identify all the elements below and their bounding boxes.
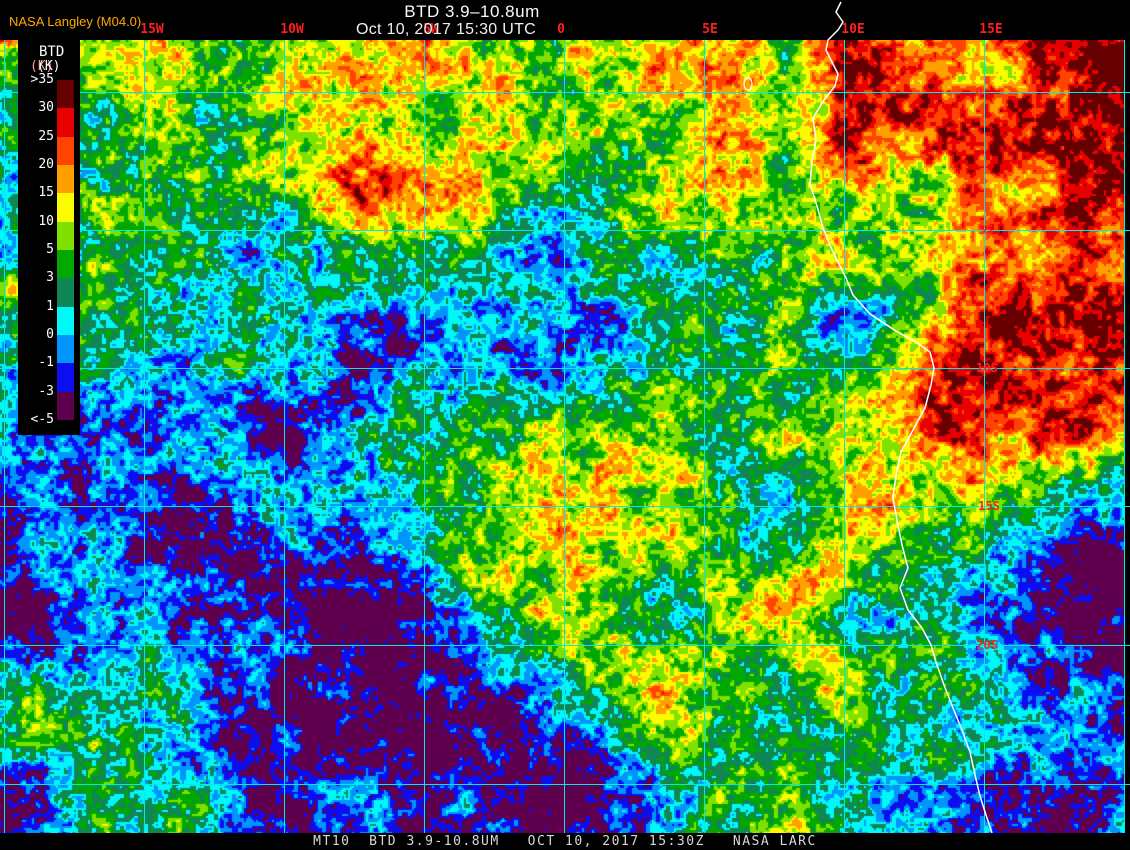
colorbar-swatch [57,221,74,250]
colorbar-label: 15 [38,185,54,201]
colorbar-label: 25 [38,128,54,144]
colorbar-swatch [57,306,74,335]
latitude-label: 15S [978,499,1000,513]
legend-units: (K) [37,59,61,74]
legend-title: BTD [39,44,65,60]
longitude-label: 10W [280,22,304,37]
source-label: NASA Langley (M04.0) [9,14,142,29]
longitude-label: 10E [841,22,865,37]
colorbar-swatch [57,363,74,392]
colorbar-swatch [57,334,74,364]
colorbar-label: 30 [38,100,54,116]
colorbar [57,80,74,420]
satellite-image-canvas [0,40,1130,833]
colorbar-label: 3 [46,270,54,286]
colorbar-label: 1 [46,298,54,314]
colorbar-swatch [57,80,74,109]
colorbar-legend: BTD (K) (K) >35 30 25 20 15 10 5 3 1 0 -1 -3 <-5 [18,39,80,435]
colorbar-swatch [57,108,74,137]
image-datetime: Oct 10, 2017 15:30 UTC [355,21,537,38]
colorbar-swatch [57,391,74,420]
longitude-label: 0 [557,22,565,37]
longitude-label: 5E [702,22,718,37]
colorbar-swatch [57,193,74,222]
colorbar-label: 20 [38,157,54,172]
footer-text: MT10 BTD 3.9-10.8UM OCT 10, 2017 15:30Z … [313,834,817,849]
latitude-label: 5S [978,223,994,237]
colorbar-label: <-5 [30,412,54,427]
no-data-right-strip [1124,40,1130,833]
colorbar-swatch [57,164,74,194]
colorbar-label: 10 [38,213,54,229]
latitude-label: 0 [975,85,983,99]
colorbar-swatch [57,249,74,279]
latitude-label: 10S [976,361,998,375]
footer-bar: MT10 BTD 3.9-10.8UM OCT 10, 2017 15:30Z … [0,833,1130,850]
colorbar-label: >35 [30,72,54,87]
legend-units-shadow: (K) [30,59,54,74]
longitude-label: 5W [423,22,439,37]
colorbar-label: -3 [38,383,54,399]
latitude-label: 20S [976,638,998,652]
colorbar-swatch [57,136,74,165]
colorbar-label: -1 [38,355,54,371]
longitude-label: 15E [979,22,1003,37]
colorbar-label: 5 [46,242,54,257]
image-title: BTD 3.9–10.8um [404,2,540,21]
colorbar-swatch [57,278,74,307]
colorbar-label: 0 [46,327,54,342]
longitude-label: 15W [140,22,164,37]
